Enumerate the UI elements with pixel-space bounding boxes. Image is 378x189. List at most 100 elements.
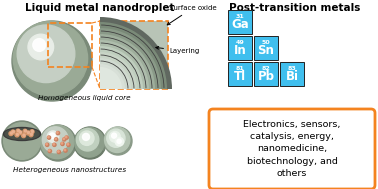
Circle shape xyxy=(117,139,121,143)
Circle shape xyxy=(80,131,94,145)
Text: Layering: Layering xyxy=(156,46,199,54)
Circle shape xyxy=(61,143,63,144)
Circle shape xyxy=(65,136,68,139)
FancyBboxPatch shape xyxy=(100,21,168,89)
Circle shape xyxy=(15,133,19,137)
FancyBboxPatch shape xyxy=(280,62,304,86)
Text: 50: 50 xyxy=(262,40,270,44)
Circle shape xyxy=(47,136,51,139)
Circle shape xyxy=(11,130,15,134)
Text: 49: 49 xyxy=(235,40,244,44)
Text: Sn: Sn xyxy=(257,44,274,57)
Wedge shape xyxy=(100,67,122,89)
Circle shape xyxy=(63,138,65,140)
Ellipse shape xyxy=(3,128,40,140)
Wedge shape xyxy=(100,34,155,89)
Circle shape xyxy=(64,149,67,152)
Circle shape xyxy=(82,133,90,140)
Circle shape xyxy=(107,129,125,147)
Wedge shape xyxy=(100,40,149,89)
Text: Heterogeneous nanostructures: Heterogeneous nanostructures xyxy=(14,167,127,173)
Circle shape xyxy=(46,143,49,146)
FancyBboxPatch shape xyxy=(254,36,278,60)
Circle shape xyxy=(7,132,29,154)
Text: Electronics, sensors,
catalysis, energy,
nanomedicine,
biotechnology, and
others: Electronics, sensors, catalysis, energy,… xyxy=(243,120,341,178)
Wedge shape xyxy=(100,64,125,89)
Circle shape xyxy=(55,138,56,140)
Circle shape xyxy=(23,129,27,133)
Circle shape xyxy=(16,133,19,136)
Circle shape xyxy=(30,133,33,135)
Text: In: In xyxy=(234,44,246,57)
Circle shape xyxy=(31,130,33,132)
Text: Homogeneous liquid core: Homogeneous liquid core xyxy=(38,95,130,101)
Circle shape xyxy=(65,136,67,138)
Text: Surface oxide: Surface oxide xyxy=(167,5,217,25)
Circle shape xyxy=(64,149,66,151)
Circle shape xyxy=(47,131,59,143)
FancyBboxPatch shape xyxy=(228,62,252,86)
Text: 83: 83 xyxy=(288,66,296,70)
Circle shape xyxy=(56,132,60,135)
Text: 81: 81 xyxy=(235,66,244,70)
Circle shape xyxy=(4,123,40,159)
Circle shape xyxy=(17,130,19,132)
Wedge shape xyxy=(100,58,131,89)
Wedge shape xyxy=(100,52,137,89)
Circle shape xyxy=(12,21,92,101)
Text: 31: 31 xyxy=(235,13,244,19)
Circle shape xyxy=(115,138,124,146)
FancyBboxPatch shape xyxy=(228,36,252,60)
Circle shape xyxy=(30,130,34,134)
Circle shape xyxy=(76,129,99,151)
Circle shape xyxy=(27,132,29,133)
Circle shape xyxy=(104,127,132,155)
Wedge shape xyxy=(100,46,143,89)
Circle shape xyxy=(48,136,49,138)
Circle shape xyxy=(53,143,56,146)
Wedge shape xyxy=(100,17,172,89)
Circle shape xyxy=(28,34,54,60)
Circle shape xyxy=(13,21,88,96)
Text: Bi: Bi xyxy=(285,70,299,83)
Wedge shape xyxy=(100,22,167,89)
Circle shape xyxy=(2,121,42,161)
Circle shape xyxy=(57,132,58,133)
Circle shape xyxy=(33,39,46,51)
Circle shape xyxy=(49,150,50,151)
Circle shape xyxy=(25,130,26,132)
Text: Liquid metal nanodroplet: Liquid metal nanodroplet xyxy=(25,3,175,13)
Circle shape xyxy=(74,127,106,159)
Circle shape xyxy=(18,131,22,135)
Text: Post-transition metals: Post-transition metals xyxy=(229,3,361,13)
Circle shape xyxy=(29,133,33,137)
Circle shape xyxy=(26,131,30,135)
Circle shape xyxy=(12,131,14,133)
Circle shape xyxy=(40,125,74,159)
Circle shape xyxy=(42,127,68,153)
Circle shape xyxy=(48,149,51,153)
Circle shape xyxy=(46,143,47,145)
Circle shape xyxy=(105,127,130,153)
Circle shape xyxy=(22,134,26,138)
FancyBboxPatch shape xyxy=(209,109,375,189)
Circle shape xyxy=(53,143,54,145)
Text: Pb: Pb xyxy=(257,70,274,83)
Circle shape xyxy=(74,128,104,157)
Circle shape xyxy=(11,132,12,134)
Text: 82: 82 xyxy=(262,66,270,70)
FancyBboxPatch shape xyxy=(228,10,252,34)
Ellipse shape xyxy=(5,129,39,139)
Text: Ga: Ga xyxy=(231,18,249,31)
Circle shape xyxy=(40,125,76,161)
FancyBboxPatch shape xyxy=(254,62,278,86)
Circle shape xyxy=(9,132,13,136)
Circle shape xyxy=(67,143,69,145)
Wedge shape xyxy=(90,129,106,151)
Circle shape xyxy=(23,134,25,136)
Circle shape xyxy=(61,142,64,146)
Circle shape xyxy=(57,150,60,154)
Text: Tl: Tl xyxy=(234,70,246,83)
Circle shape xyxy=(57,151,59,152)
Circle shape xyxy=(54,138,58,141)
